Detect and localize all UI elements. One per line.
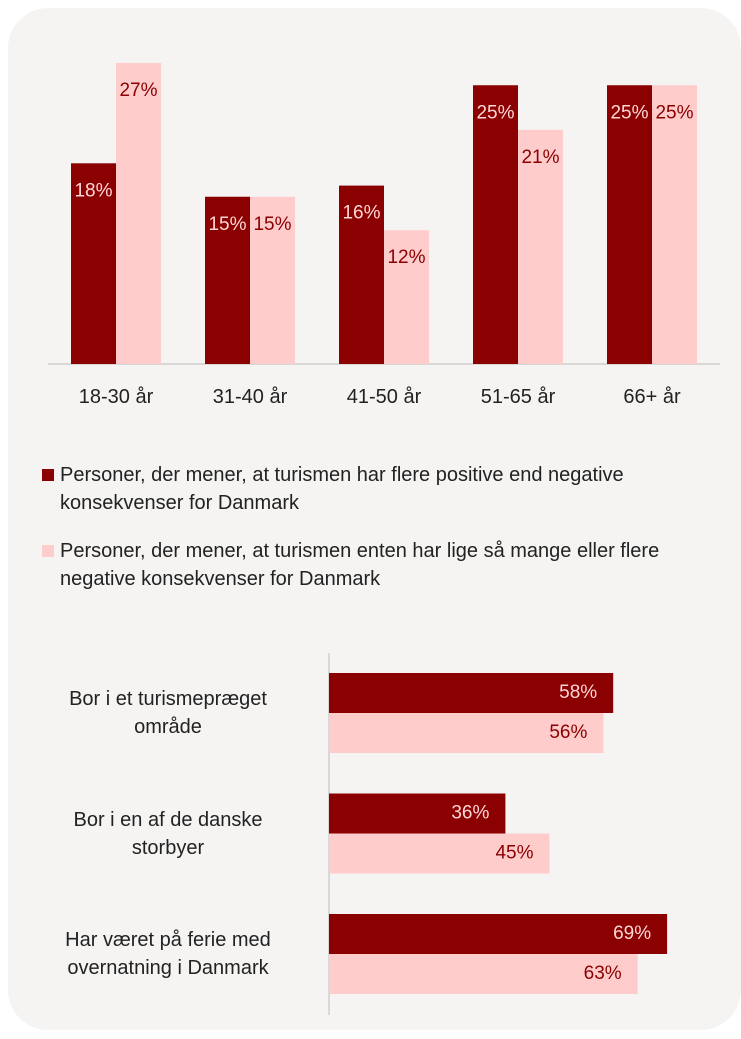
x-tick-label: 18-30 år xyxy=(78,386,154,408)
x-tick-label: 51-65 år xyxy=(480,386,556,408)
bar xyxy=(473,85,518,364)
x-tick-label: 31-40 år xyxy=(212,386,288,408)
value-label: 69% xyxy=(613,923,651,944)
value-label: 63% xyxy=(584,963,622,984)
bar xyxy=(339,185,384,364)
bar xyxy=(329,954,638,994)
bar xyxy=(329,833,550,874)
bar xyxy=(205,196,250,364)
value-label: 18% xyxy=(74,180,112,201)
value-label: 25% xyxy=(476,102,514,123)
value-label: 15% xyxy=(208,214,246,235)
bar xyxy=(652,85,697,364)
bar xyxy=(71,163,116,364)
y-tick-label: Har været på ferie med overnatning i Dan… xyxy=(65,929,271,979)
value-label: 45% xyxy=(495,843,533,864)
value-label: 56% xyxy=(549,722,587,743)
bar xyxy=(384,230,429,364)
bar xyxy=(329,713,604,753)
legend-swatch xyxy=(42,545,54,557)
value-label: 36% xyxy=(451,803,489,824)
legend-label: Personer, der mener, at turismen har fle… xyxy=(60,464,624,514)
bar xyxy=(250,196,295,364)
x-tick-label: 41-50 år xyxy=(346,386,422,408)
x-tick-label: 66+ år xyxy=(623,386,681,408)
value-label: 16% xyxy=(342,203,380,224)
value-label: 25% xyxy=(655,102,693,123)
bar xyxy=(607,85,652,364)
value-label: 25% xyxy=(610,102,648,123)
bar xyxy=(329,793,506,834)
legend-label: Personer, der mener, at turismen enten h… xyxy=(60,540,660,590)
legend-swatch xyxy=(42,469,54,481)
y-tick-label: Bor i en af de danske storbyer xyxy=(73,808,263,859)
bar xyxy=(329,914,668,954)
value-label: 58% xyxy=(559,682,597,703)
y-tick-label: Bor i et turismepræget område xyxy=(69,688,267,738)
bar xyxy=(116,62,161,364)
bar xyxy=(329,673,614,713)
bar xyxy=(518,129,563,364)
value-label: 12% xyxy=(387,247,425,268)
value-label: 27% xyxy=(119,80,157,101)
value-label: 21% xyxy=(521,147,559,168)
value-label: 15% xyxy=(253,214,291,235)
